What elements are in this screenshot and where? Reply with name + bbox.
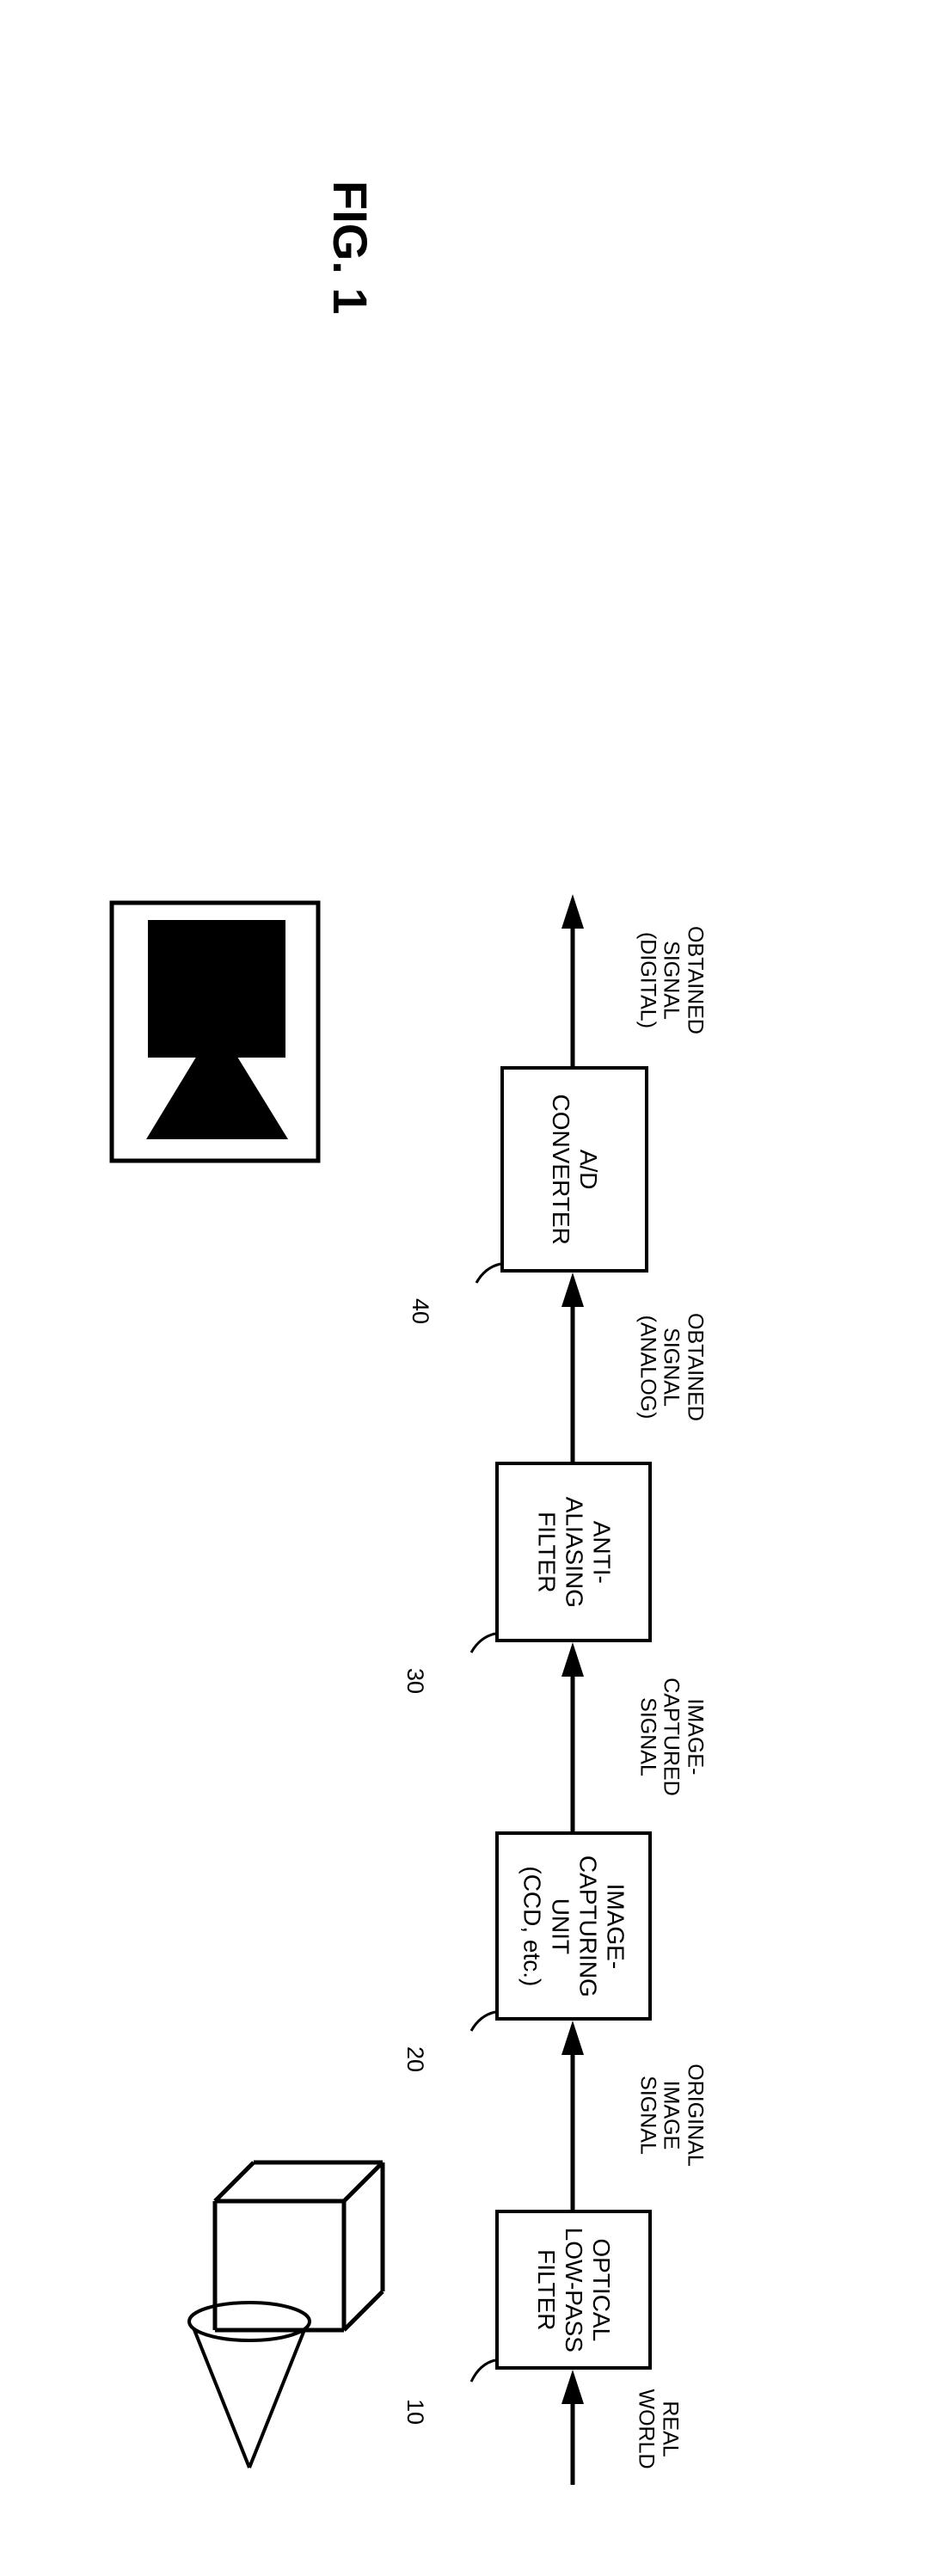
label-captured-signal: IMAGE- CAPTURED SIGNAL — [635, 1677, 707, 1796]
output-2d-shapes-square — [148, 920, 285, 1058]
arrow-analog-signal-head — [561, 1273, 584, 1307]
diagram-overlay — [0, 0, 945, 2576]
output-2d-shapes-frame — [112, 903, 318, 1161]
label-original-signal: ORIGINAL IMAGE SIGNAL — [635, 2064, 707, 2166]
arrow-digital-signal-head — [561, 894, 584, 929]
block-capture-tag: 20 — [402, 2046, 428, 2072]
label-digital-signal: OBTAINED SIGNAL (DIGITAL) — [635, 926, 707, 1034]
cone-edge-left — [194, 2329, 249, 2468]
label-analog-signal: OBTAINED SIGNAL (ANALOG) — [635, 1313, 707, 1421]
block-aa-filter: ANTI-ALIASING FILTER — [495, 1462, 652, 1642]
block-adc-tag: 40 — [407, 1298, 433, 1324]
block-aa-filter-label: ANTI-ALIASING FILTER — [532, 1477, 616, 1627]
block-adc-label: A/D CONVERTER — [547, 1094, 602, 1244]
arrow-captured-signal-head — [561, 1642, 584, 1677]
arrow-original-signal-head — [561, 2021, 584, 2055]
output-2d-shapes-triangle — [146, 1023, 288, 1139]
arrow-real-world-head — [561, 2370, 584, 2404]
block-olpf-label: OPTICAL LOW-PASS FILTER — [532, 2227, 616, 2352]
block-adc: A/D CONVERTER — [500, 1066, 648, 1273]
cone-edge-right — [249, 2329, 304, 2468]
block-capture-label: IMAGE-CAPTURING UNIT (CCD, etc.) — [519, 1851, 629, 2001]
cone-base-ellipse — [189, 2303, 310, 2340]
label-real-world: REAL WORLD — [635, 2389, 682, 2469]
tag-conn-20 — [471, 2012, 495, 2031]
tag-conn-40 — [476, 1264, 500, 1283]
block-capture: IMAGE-CAPTURING UNIT (CCD, etc.) — [495, 1831, 652, 2021]
block-aa-filter-tag: 30 — [402, 1668, 428, 1694]
tag-conn-10 — [471, 2360, 495, 2382]
figure-title: FIG. 1 — [322, 181, 378, 315]
tag-conn-30 — [471, 1634, 495, 1653]
block-olpf: OPTICAL LOW-PASS FILTER — [495, 2210, 652, 2370]
block-olpf-tag: 10 — [402, 2399, 428, 2425]
input-3d-shapes — [206, 2154, 391, 2339]
